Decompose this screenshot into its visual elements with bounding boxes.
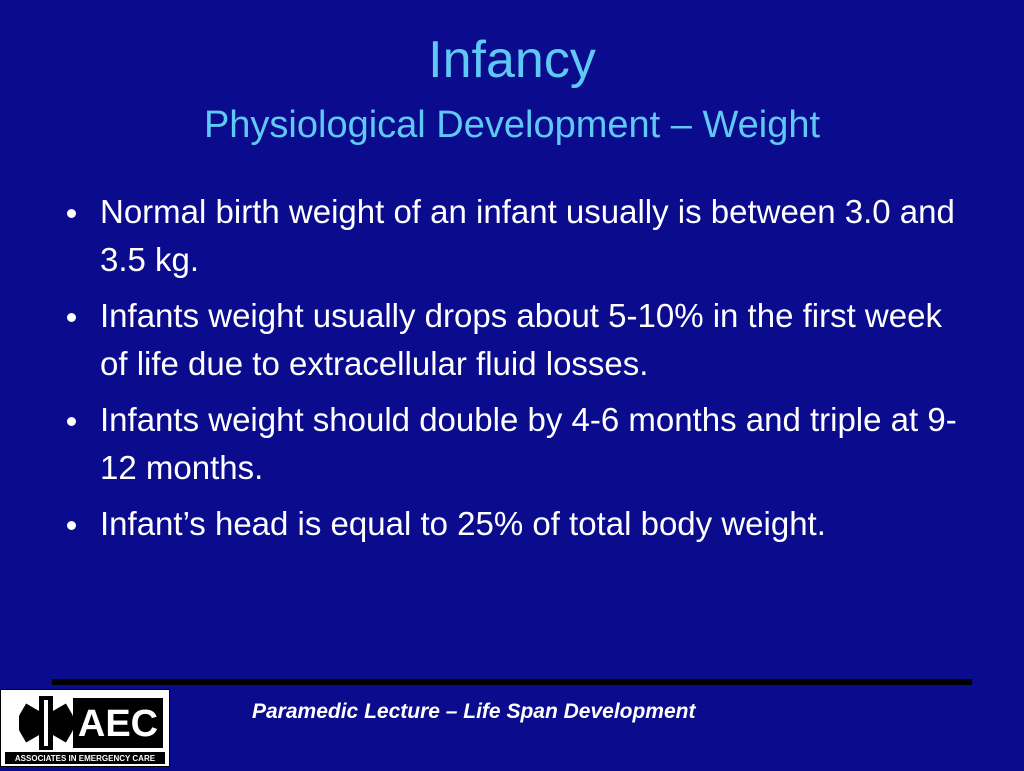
footer-text: Paramedic Lecture – Life Span Developmen…	[252, 700, 696, 723]
footer-rule	[52, 679, 972, 685]
bullet-item: Infant’s head is equal to 25% of total b…	[67, 500, 970, 548]
bullet-item: Normal birth weight of an infant usually…	[67, 188, 970, 284]
logo-caption-bar	[5, 752, 165, 764]
logo-box	[73, 698, 163, 748]
bullet-item: Infants weight usually drops about 5-10%…	[67, 292, 970, 388]
logo-caption: ASSOCIATES IN EMERGENCY CARE	[15, 754, 156, 763]
star-of-life	[19, 696, 73, 750]
bullet-dot	[67, 313, 76, 322]
slide-title: Infancy	[428, 31, 596, 89]
bullet-dot	[67, 209, 76, 218]
bullet-list: Normal birth weight of an infant usually…	[67, 188, 970, 556]
bullet-text: Infant’s head is equal to 25% of total b…	[100, 505, 826, 542]
bullet-dot	[67, 521, 76, 530]
logo: AEC ASSOCIATES IN EMERGENCY CARE	[0, 689, 170, 767]
slide-subtitle: Physiological Development – Weight	[203, 104, 821, 146]
logo-text: AEC	[78, 703, 158, 745]
logo-graphic: AEC ASSOCIATES IN EMERGENCY CARE	[5, 696, 165, 764]
bullet-text: Infants weight usually drops about 5-10%…	[100, 297, 942, 382]
bullet-dot	[67, 417, 76, 426]
bullet-item: Infants weight should double by 4-6 mont…	[67, 396, 970, 492]
bullet-text: Normal birth weight of an infant usually…	[100, 193, 955, 278]
bullet-text: Infants weight should double by 4-6 mont…	[100, 401, 957, 486]
